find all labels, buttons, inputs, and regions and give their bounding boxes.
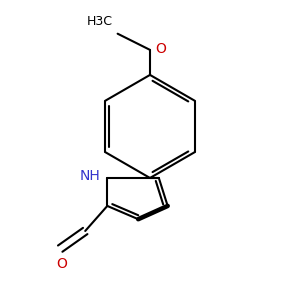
Text: O: O	[56, 257, 67, 271]
Text: H3C: H3C	[87, 15, 113, 28]
Text: O: O	[155, 42, 166, 56]
Text: NH: NH	[79, 169, 100, 184]
